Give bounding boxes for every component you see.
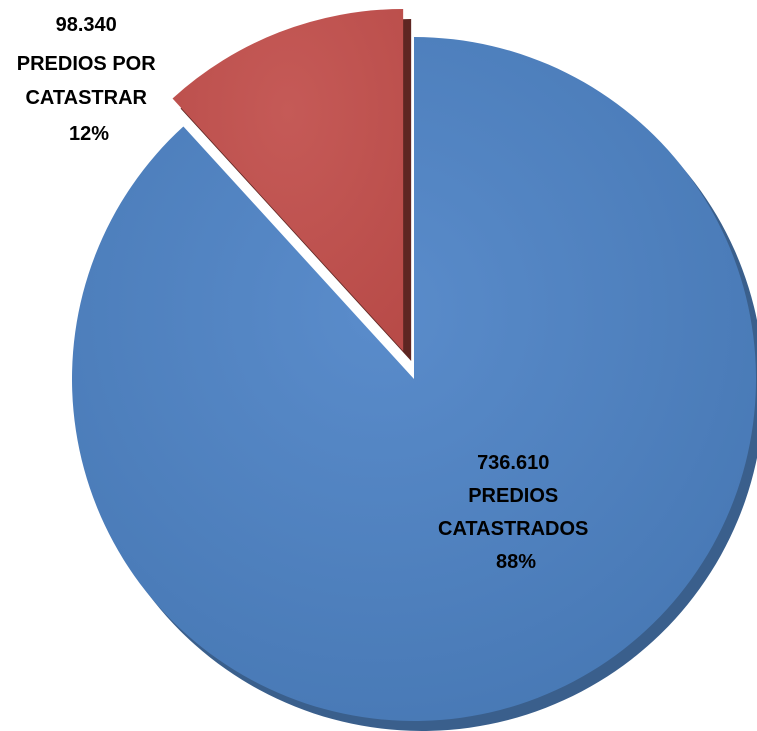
slice-por-catastrar <box>172 9 412 362</box>
data-label-catastrados-value: 736.610 <box>477 452 549 474</box>
data-label-por-catastrar: 98.340 PREDIOS POR CATASTRAR 12% <box>17 14 161 145</box>
data-label-por-catastrar-percent: 12% <box>69 123 109 145</box>
data-label-catastrados: 736.610 PREDIOS CATASTRADOS 88% <box>438 452 594 573</box>
data-label-catastrados-name-line-2: CATASTRADOS <box>438 518 588 540</box>
data-label-catastrados-name-line-1: PREDIOS <box>468 485 558 507</box>
slice-catastrados-wedge <box>72 37 757 721</box>
data-label-por-catastrar-name-line-2: CATASTRAR <box>25 87 147 109</box>
data-label-catastrados-percent: 88% <box>496 551 536 573</box>
slice-catastrados <box>72 37 757 731</box>
data-label-por-catastrar-name-line-1: PREDIOS POR <box>17 53 156 75</box>
data-label-por-catastrar-value: 98.340 <box>56 14 117 36</box>
slice-por-catastrar-wedge <box>172 9 404 352</box>
